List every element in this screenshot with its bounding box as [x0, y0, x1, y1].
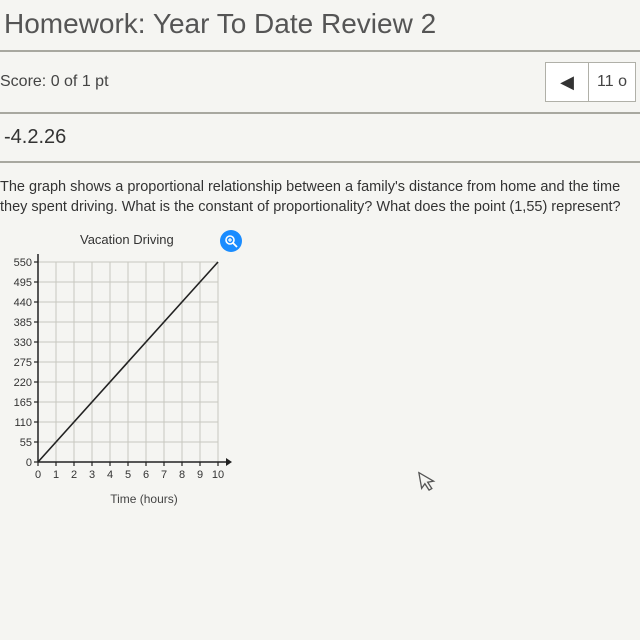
question-nav: ◀ 11 o	[545, 62, 636, 102]
svg-text:9: 9	[197, 469, 203, 481]
svg-text:3: 3	[89, 469, 95, 481]
line-chart: 0551101652202753303854404955500123456789…	[0, 254, 240, 490]
score-text: Score: 0 of 1 pt	[0, 73, 109, 91]
svg-text:275: 275	[14, 357, 32, 369]
svg-text:4: 4	[107, 469, 113, 481]
svg-text:0: 0	[26, 457, 32, 469]
x-axis-label: Time (hours)	[34, 492, 254, 506]
header: Homework: Year To Date Review 2	[0, 0, 640, 52]
svg-text:55: 55	[20, 437, 32, 449]
svg-text:440: 440	[14, 297, 32, 309]
svg-text:110: 110	[14, 417, 32, 429]
prev-button[interactable]: ◀	[545, 62, 589, 102]
svg-text:330: 330	[14, 337, 32, 349]
question-text: The graph shows a proportional relations…	[0, 163, 640, 232]
problem-id: -4.2.26	[0, 114, 640, 163]
svg-text:385: 385	[14, 317, 32, 329]
svg-text:5: 5	[125, 469, 131, 481]
svg-text:1: 1	[53, 469, 59, 481]
svg-text:2: 2	[71, 469, 77, 481]
svg-text:165: 165	[14, 397, 32, 409]
svg-text:495: 495	[14, 277, 32, 289]
svg-text:220: 220	[14, 377, 32, 389]
svg-text:7: 7	[161, 469, 167, 481]
svg-text:10: 10	[212, 469, 224, 481]
back-arrow-icon: ◀	[560, 72, 574, 93]
chart-container: Vacation Driving Distance From Home (mil…	[0, 232, 640, 506]
score-bar: Score: 0 of 1 pt ◀ 11 o	[0, 52, 640, 114]
chart-title: Vacation Driving	[80, 232, 174, 247]
question-count: 11 o	[589, 62, 636, 102]
page-title: Homework: Year To Date Review 2	[0, 8, 640, 40]
svg-text:0: 0	[35, 469, 41, 481]
svg-text:6: 6	[143, 469, 149, 481]
svg-text:8: 8	[179, 469, 185, 481]
svg-text:550: 550	[14, 257, 32, 269]
zoom-icon[interactable]	[220, 230, 242, 252]
